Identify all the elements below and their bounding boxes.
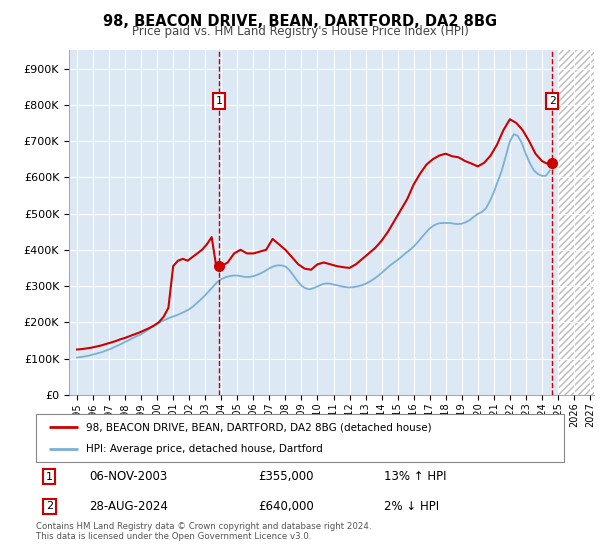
Text: HPI: Average price, detached house, Dartford: HPI: Average price, detached house, Dart… — [86, 444, 323, 454]
Text: 98, BEACON DRIVE, BEAN, DARTFORD, DA2 8BG (detached house): 98, BEACON DRIVE, BEAN, DARTFORD, DA2 8B… — [86, 422, 432, 432]
FancyBboxPatch shape — [36, 414, 564, 462]
Text: £640,000: £640,000 — [258, 500, 314, 513]
Text: £355,000: £355,000 — [258, 470, 313, 483]
Text: 98, BEACON DRIVE, BEAN, DARTFORD, DA2 8BG: 98, BEACON DRIVE, BEAN, DARTFORD, DA2 8B… — [103, 14, 497, 29]
Bar — [558, 50, 594, 395]
Text: Contains HM Land Registry data © Crown copyright and database right 2024.
This d: Contains HM Land Registry data © Crown c… — [36, 522, 371, 542]
Text: 1: 1 — [46, 472, 53, 482]
Text: 2: 2 — [549, 96, 556, 106]
Text: 13% ↑ HPI: 13% ↑ HPI — [385, 470, 447, 483]
Text: Price paid vs. HM Land Registry's House Price Index (HPI): Price paid vs. HM Land Registry's House … — [131, 25, 469, 38]
Text: 2% ↓ HPI: 2% ↓ HPI — [385, 500, 440, 513]
Text: 06-NOV-2003: 06-NOV-2003 — [89, 470, 167, 483]
Text: 28-AUG-2024: 28-AUG-2024 — [89, 500, 167, 513]
Bar — [558, 50, 594, 395]
Text: 1: 1 — [215, 96, 222, 106]
Text: 2: 2 — [46, 501, 53, 511]
